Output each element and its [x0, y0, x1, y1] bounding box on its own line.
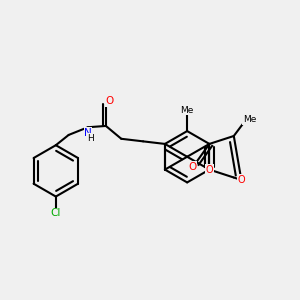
Text: O: O: [105, 96, 113, 106]
Text: H: H: [87, 134, 94, 142]
Text: Me: Me: [181, 106, 194, 115]
Text: N: N: [84, 128, 92, 138]
Text: O: O: [206, 165, 213, 175]
Text: Me: Me: [243, 115, 256, 124]
Text: Cl: Cl: [51, 208, 61, 218]
Text: O: O: [238, 175, 245, 185]
Text: O: O: [188, 162, 196, 172]
